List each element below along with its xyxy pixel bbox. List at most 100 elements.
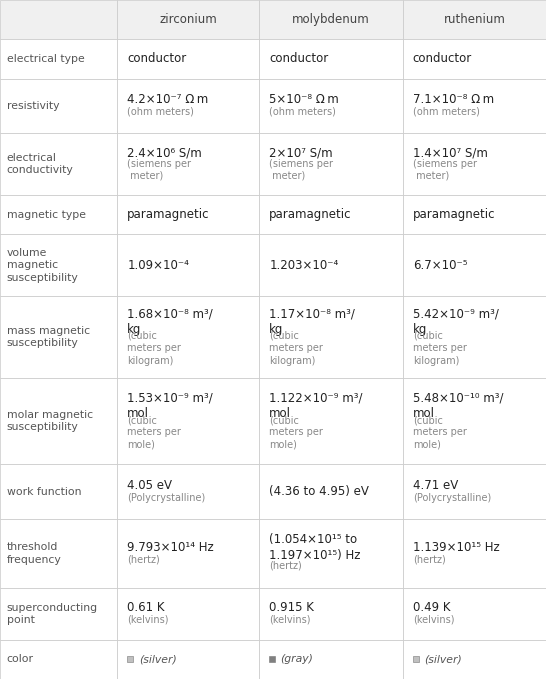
Bar	[0, 79, 117, 133]
Bar	[403, 640, 546, 679]
Bar	[259, 519, 403, 589]
Text: 2.4×10⁶ S/m: 2.4×10⁶ S/m	[127, 147, 202, 160]
Bar	[413, 657, 419, 663]
Text: paramagnetic: paramagnetic	[127, 208, 210, 221]
Text: threshold
frequency: threshold frequency	[7, 543, 61, 565]
Bar	[0, 195, 117, 234]
Bar	[0, 519, 117, 589]
Text: (4.36 to 4.95) eV: (4.36 to 4.95) eV	[269, 485, 369, 498]
Bar	[117, 234, 259, 296]
Text: (ohm meters): (ohm meters)	[269, 107, 336, 117]
Bar	[0, 464, 117, 519]
Text: 0.49 K: 0.49 K	[413, 602, 450, 614]
Bar	[117, 640, 259, 679]
Bar	[117, 39, 259, 79]
Bar	[259, 0, 403, 39]
Text: (Polycrystalline): (Polycrystalline)	[127, 492, 205, 502]
Text: 4.71 eV: 4.71 eV	[413, 479, 458, 492]
Text: (gray): (gray)	[281, 655, 313, 664]
Text: color: color	[7, 655, 33, 664]
Bar	[0, 378, 117, 464]
Text: 7.1×10⁻⁸ Ω m: 7.1×10⁻⁸ Ω m	[413, 93, 494, 106]
Bar	[403, 234, 546, 296]
Text: (cubic
meters per
kilogram): (cubic meters per kilogram)	[269, 331, 323, 366]
Text: paramagnetic: paramagnetic	[413, 208, 495, 221]
Bar	[0, 589, 117, 640]
Bar	[117, 0, 259, 39]
Text: 0.915 K: 0.915 K	[269, 602, 314, 614]
Text: (ohm meters): (ohm meters)	[127, 107, 194, 117]
Bar	[0, 296, 117, 378]
Text: 5×10⁻⁸ Ω m: 5×10⁻⁸ Ω m	[269, 93, 339, 106]
Bar	[403, 39, 546, 79]
Bar	[117, 79, 259, 133]
Text: conductor: conductor	[269, 52, 329, 65]
Bar	[403, 378, 546, 464]
Text: (hertz): (hertz)	[413, 555, 446, 564]
Bar	[259, 464, 403, 519]
Text: (cubic
meters per
mole): (cubic meters per mole)	[413, 415, 467, 450]
Bar	[0, 0, 117, 39]
Text: resistivity: resistivity	[7, 100, 59, 111]
Text: 1.09×10⁻⁴: 1.09×10⁻⁴	[127, 259, 189, 272]
Text: (hertz): (hertz)	[127, 555, 160, 564]
Text: 4.2×10⁻⁷ Ω m: 4.2×10⁻⁷ Ω m	[127, 93, 209, 106]
Text: (siemens per
 meter): (siemens per meter)	[269, 159, 333, 181]
Text: 1.53×10⁻⁹ m³/
mol: 1.53×10⁻⁹ m³/ mol	[127, 391, 213, 420]
Text: conductor: conductor	[127, 52, 187, 65]
Bar	[403, 133, 546, 195]
Text: (cubic
meters per
kilogram): (cubic meters per kilogram)	[127, 331, 181, 366]
Text: magnetic type: magnetic type	[7, 210, 86, 219]
Bar	[0, 234, 117, 296]
Text: paramagnetic: paramagnetic	[269, 208, 352, 221]
Text: electrical
conductivity: electrical conductivity	[7, 153, 73, 175]
Text: (silver): (silver)	[139, 655, 176, 664]
Text: 1.68×10⁻⁸ m³/
kg: 1.68×10⁻⁸ m³/ kg	[127, 307, 213, 336]
Bar	[127, 657, 133, 663]
Text: 1.139×10¹⁵ Hz: 1.139×10¹⁵ Hz	[413, 541, 500, 554]
Text: superconducting
point: superconducting point	[7, 603, 98, 625]
Text: 6.7×10⁻⁵: 6.7×10⁻⁵	[413, 259, 467, 272]
Text: mass magnetic
susceptibility: mass magnetic susceptibility	[7, 326, 90, 348]
Text: (silver): (silver)	[424, 655, 462, 664]
Bar	[269, 657, 275, 663]
Bar	[259, 133, 403, 195]
Text: ruthenium: ruthenium	[443, 13, 506, 26]
Bar	[117, 519, 259, 589]
Bar	[0, 133, 117, 195]
Bar	[403, 589, 546, 640]
Bar	[117, 589, 259, 640]
Text: molybdenum: molybdenum	[292, 13, 370, 26]
Text: 1.203×10⁻⁴: 1.203×10⁻⁴	[269, 259, 339, 272]
Bar	[259, 589, 403, 640]
Bar	[0, 640, 117, 679]
Text: 1.122×10⁻⁹ m³/
mol: 1.122×10⁻⁹ m³/ mol	[269, 391, 363, 420]
Bar	[117, 378, 259, 464]
Bar	[117, 464, 259, 519]
Bar	[259, 195, 403, 234]
Bar	[117, 195, 259, 234]
Text: electrical type: electrical type	[7, 54, 84, 64]
Text: 0.61 K: 0.61 K	[127, 602, 165, 614]
Text: molar magnetic
susceptibility: molar magnetic susceptibility	[7, 410, 93, 433]
Text: (siemens per
 meter): (siemens per meter)	[127, 159, 191, 181]
Bar	[403, 296, 546, 378]
Bar	[403, 0, 546, 39]
Text: zirconium: zirconium	[159, 13, 217, 26]
Text: (Polycrystalline): (Polycrystalline)	[413, 492, 491, 502]
Bar	[259, 39, 403, 79]
Text: (cubic
meters per
mole): (cubic meters per mole)	[269, 415, 323, 450]
Text: (kelvins): (kelvins)	[413, 615, 454, 625]
Text: (hertz): (hertz)	[269, 560, 302, 570]
Text: 2×10⁷ S/m: 2×10⁷ S/m	[269, 147, 333, 160]
Bar	[117, 133, 259, 195]
Bar	[403, 464, 546, 519]
Bar	[403, 79, 546, 133]
Text: (kelvins): (kelvins)	[269, 615, 311, 625]
Text: (kelvins): (kelvins)	[127, 615, 169, 625]
Bar	[259, 640, 403, 679]
Text: volume
magnetic
susceptibility: volume magnetic susceptibility	[7, 248, 78, 282]
Bar	[403, 195, 546, 234]
Text: conductor: conductor	[413, 52, 472, 65]
Text: work function: work function	[7, 487, 81, 497]
